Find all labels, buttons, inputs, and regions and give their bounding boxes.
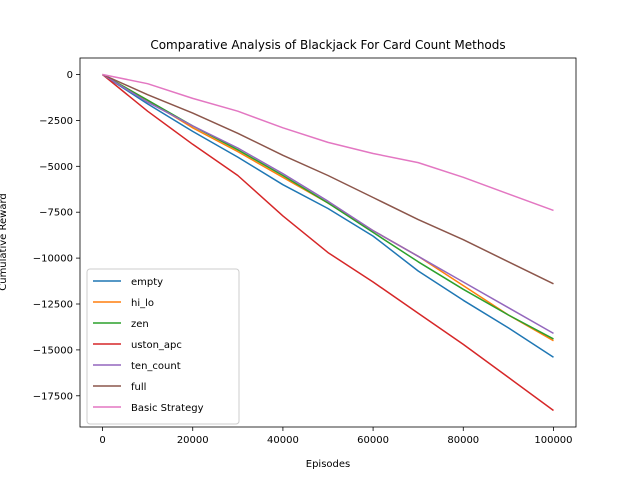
x-tick-label: 0 xyxy=(99,435,105,446)
y-tick-label: −12500 xyxy=(33,300,73,311)
x-tick-label: 100000 xyxy=(534,435,572,446)
y-tick-label: −15000 xyxy=(33,345,73,356)
series-line-uston-apc xyxy=(102,73,554,412)
y-tick-label: −10000 xyxy=(33,254,73,265)
y-tick-label: 0 xyxy=(67,70,73,81)
series-line-empty xyxy=(102,73,554,358)
series-line-ten-count xyxy=(102,73,554,335)
y-axis: 0 −2500 −5000 −7500 −10000 −12500 −15000 −17500 xyxy=(33,70,80,402)
x-tick-label: 40000 xyxy=(267,435,299,446)
x-axis: 0 20000 40000 60000 80000 100000 xyxy=(99,427,573,446)
plot-area xyxy=(102,73,554,412)
series-line-basic-strategy xyxy=(102,73,554,212)
x-axis-label: Episodes xyxy=(306,459,350,470)
y-tick-label: −17500 xyxy=(33,391,73,402)
chart-title: Comparative Analysis of Blackjack For Ca… xyxy=(150,38,505,52)
series-line-full xyxy=(102,73,554,285)
y-tick-label: −7500 xyxy=(39,208,73,219)
legend-entry: ten_count xyxy=(131,361,181,372)
x-tick-label: 80000 xyxy=(447,435,479,446)
legend-entry: zen xyxy=(131,319,149,330)
legend-box xyxy=(86,268,240,425)
legend-entry: Basic Strategy xyxy=(131,403,204,414)
y-tick-label: −5000 xyxy=(39,162,73,173)
x-tick-label: 20000 xyxy=(177,435,209,446)
legend-entry: full xyxy=(131,382,146,393)
legend-entry: hi_lo xyxy=(131,298,154,309)
legend-entry: uston_apc xyxy=(131,340,182,351)
axes-frame xyxy=(79,57,577,428)
y-tick-label: −2500 xyxy=(39,116,73,127)
x-tick-label: 60000 xyxy=(357,435,389,446)
legend-entry: empty xyxy=(131,277,163,288)
y-axis-label: Cumulative Reward xyxy=(0,193,9,291)
